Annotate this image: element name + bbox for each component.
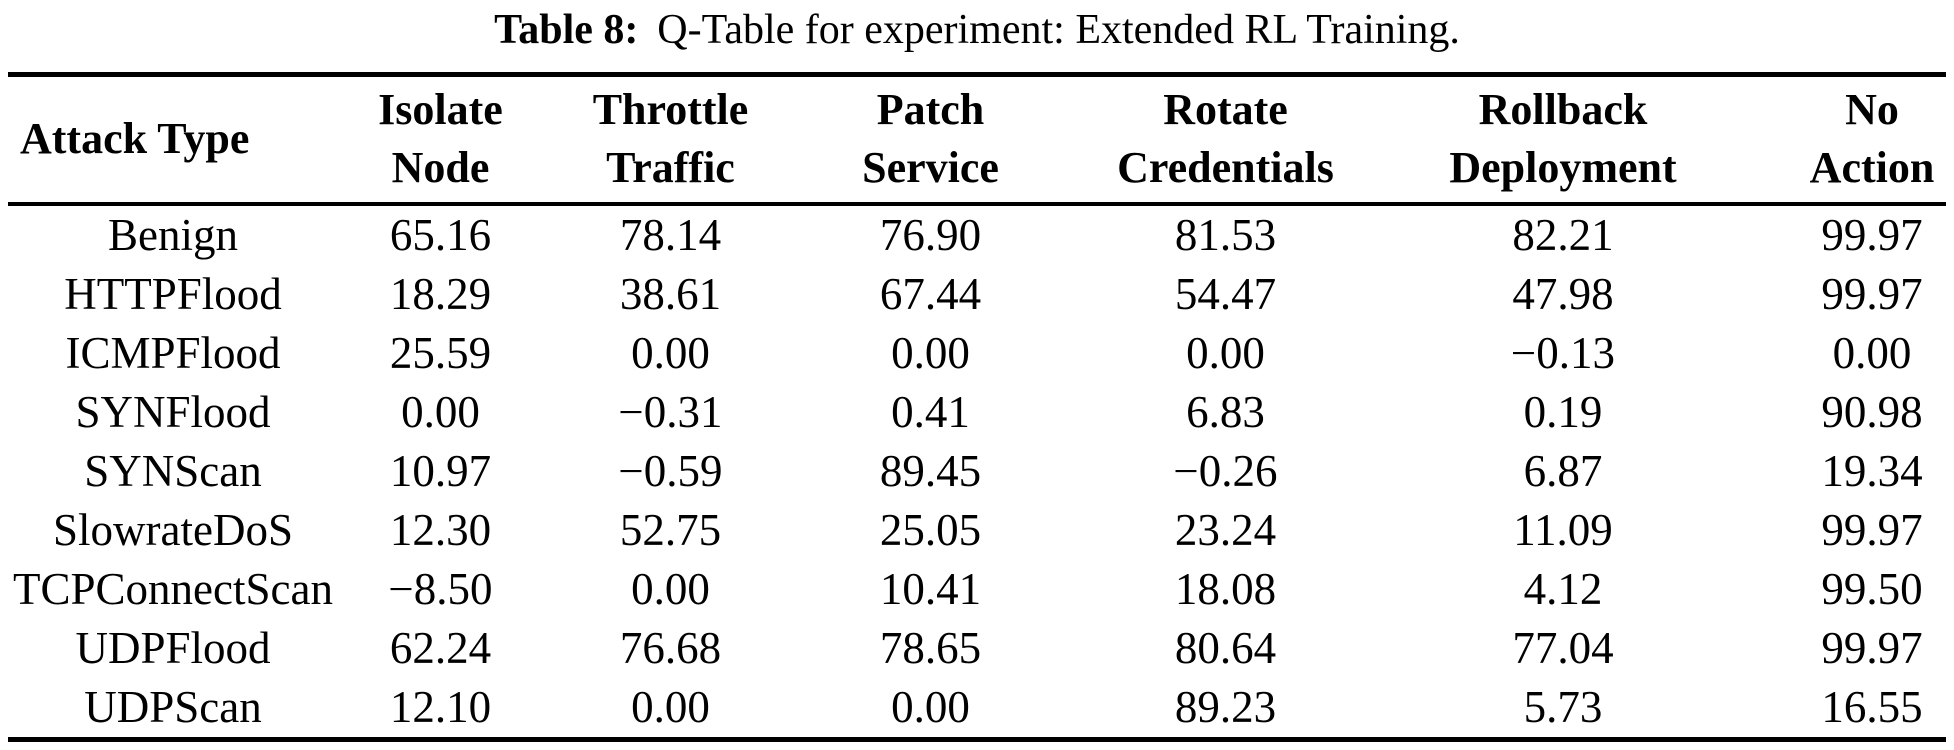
header-rollback-deployment: Rollback Deployment <box>1388 74 1738 206</box>
value-cell: −0.59 <box>618 446 723 497</box>
value-cell: 0.00 <box>631 564 710 615</box>
header-line: Rollback <box>1478 84 1648 134</box>
header-no-action: No Action <box>1738 74 1946 206</box>
header-isolate-node: Isolate Node <box>338 74 543 206</box>
table-row: SlowrateDoS 12.30 52.75 25.05 23.24 11.0… <box>8 501 1946 560</box>
value-cell: 18.08 <box>1174 564 1277 615</box>
attack-type-cell: SYNScan <box>84 446 262 497</box>
value-cell: 25.05 <box>879 505 982 556</box>
value-cell: 25.59 <box>389 328 492 379</box>
value-cell: 78.65 <box>879 623 982 674</box>
header-line: Rotate <box>1163 84 1288 134</box>
value-cell: 0.00 <box>891 682 970 733</box>
value-cell: 54.47 <box>1174 269 1277 320</box>
value-cell: 0.00 <box>1186 328 1265 379</box>
table-caption-label: Table 8: <box>494 7 639 53</box>
header-line: Credentials <box>1117 143 1334 193</box>
value-cell: 99.97 <box>1821 269 1923 320</box>
value-cell: 18.29 <box>389 269 492 320</box>
table-row: ICMPFlood 25.59 0.00 0.00 0.00 −0.13 0.0… <box>8 324 1946 383</box>
attack-type-cell: UDPScan <box>84 682 262 733</box>
value-cell: 10.41 <box>879 564 982 615</box>
header-attack-type: Attack Type <box>8 74 338 206</box>
value-cell: 80.64 <box>1174 623 1277 674</box>
value-cell: −8.50 <box>388 564 493 615</box>
value-cell: 38.61 <box>619 269 722 320</box>
q-table: Attack Type Isolate Node Throttle Traffi… <box>8 71 1946 742</box>
value-cell: 11.09 <box>1513 505 1613 556</box>
q-table-header: Attack Type Isolate Node Throttle Traffi… <box>8 74 1946 206</box>
value-cell: 0.00 <box>401 387 480 438</box>
header-line: Node <box>391 143 490 193</box>
attack-type-cell: UDPFlood <box>75 623 271 674</box>
header-rotate-credentials: Rotate Credentials <box>1063 74 1388 206</box>
value-cell: 0.00 <box>1832 328 1912 379</box>
value-cell: 4.12 <box>1523 564 1603 615</box>
q-table-body: Benign 65.16 78.14 76.90 81.53 82.21 99.… <box>8 204 1946 740</box>
value-cell: 0.00 <box>891 328 970 379</box>
attack-type-cell: Benign <box>108 210 238 261</box>
value-cell: 89.45 <box>879 446 982 497</box>
value-cell: 99.50 <box>1821 564 1923 615</box>
value-cell: 12.30 <box>389 505 492 556</box>
value-cell: 52.75 <box>619 505 722 556</box>
value-cell: 82.21 <box>1512 210 1614 261</box>
value-cell: 90.98 <box>1821 387 1923 438</box>
value-cell: −0.31 <box>618 387 723 438</box>
value-cell: 23.24 <box>1174 505 1277 556</box>
table-row: UDPFlood 62.24 76.68 78.65 80.64 77.04 9… <box>8 619 1946 678</box>
header-line: Isolate <box>378 84 503 134</box>
value-cell: 78.14 <box>619 210 722 261</box>
value-cell: −0.13 <box>1510 328 1616 379</box>
table-caption-text: Q-Table for experiment: Extended RL Trai… <box>657 7 1460 53</box>
value-cell: 0.19 <box>1523 387 1603 438</box>
header-line: Service <box>862 143 999 193</box>
header-line: Throttle <box>592 84 749 134</box>
table-row: SYNFlood 0.00 −0.31 0.41 6.83 0.19 90.98 <box>8 383 1946 442</box>
value-cell: 19.34 <box>1821 446 1923 497</box>
value-cell: 16.55 <box>1821 682 1923 733</box>
value-cell: 81.53 <box>1174 210 1277 261</box>
value-cell: 89.23 <box>1174 682 1277 733</box>
value-cell: 99.97 <box>1821 210 1923 261</box>
value-cell: 76.68 <box>619 623 722 674</box>
table-caption: Table 8: Q-Table for experiment: Extended… <box>0 0 1954 56</box>
header-line: Patch <box>876 84 985 134</box>
value-cell: 12.10 <box>389 682 492 733</box>
header-line: Action <box>1809 143 1935 193</box>
table-row: SYNScan 10.97 −0.59 89.45 −0.26 6.87 19.… <box>8 442 1946 501</box>
header-throttle-traffic: Throttle Traffic <box>543 74 798 206</box>
value-cell: 76.90 <box>879 210 982 261</box>
value-cell: 6.87 <box>1523 446 1603 497</box>
header-line: No <box>1845 84 1899 134</box>
value-cell: −0.26 <box>1173 446 1278 497</box>
value-cell: 67.44 <box>879 269 982 320</box>
value-cell: 0.41 <box>891 387 970 438</box>
attack-type-cell: SYNFlood <box>75 387 271 438</box>
value-cell: 99.97 <box>1821 623 1923 674</box>
value-cell: 0.00 <box>631 682 710 733</box>
header-line: Traffic <box>606 143 735 193</box>
table-row: Benign 65.16 78.14 76.90 81.53 82.21 99.… <box>8 204 1946 265</box>
header-row: Attack Type Isolate Node Throttle Traffi… <box>8 74 1946 206</box>
value-cell: 77.04 <box>1512 623 1614 674</box>
value-cell: 99.97 <box>1821 505 1923 556</box>
attack-type-cell: TCPConnectScan <box>13 564 333 615</box>
value-cell: 6.83 <box>1186 387 1265 438</box>
value-cell: 10.97 <box>389 446 492 497</box>
header-line: Deployment <box>1449 143 1677 193</box>
value-cell: 0.00 <box>631 328 710 379</box>
value-cell: 62.24 <box>389 623 492 674</box>
value-cell: 5.73 <box>1523 682 1603 733</box>
value-cell: 65.16 <box>389 210 492 261</box>
value-cell: 47.98 <box>1512 269 1614 320</box>
attack-type-cell: HTTPFlood <box>64 269 282 320</box>
table-row: UDPScan 12.10 0.00 0.00 89.23 5.73 16.55 <box>8 678 1946 740</box>
attack-type-cell: ICMPFlood <box>65 328 281 379</box>
table-row: HTTPFlood 18.29 38.61 67.44 54.47 47.98 … <box>8 265 1946 324</box>
table-row: TCPConnectScan −8.50 0.00 10.41 18.08 4.… <box>8 560 1946 619</box>
attack-type-cell: SlowrateDoS <box>53 505 293 556</box>
header-patch-service: Patch Service <box>798 74 1063 206</box>
